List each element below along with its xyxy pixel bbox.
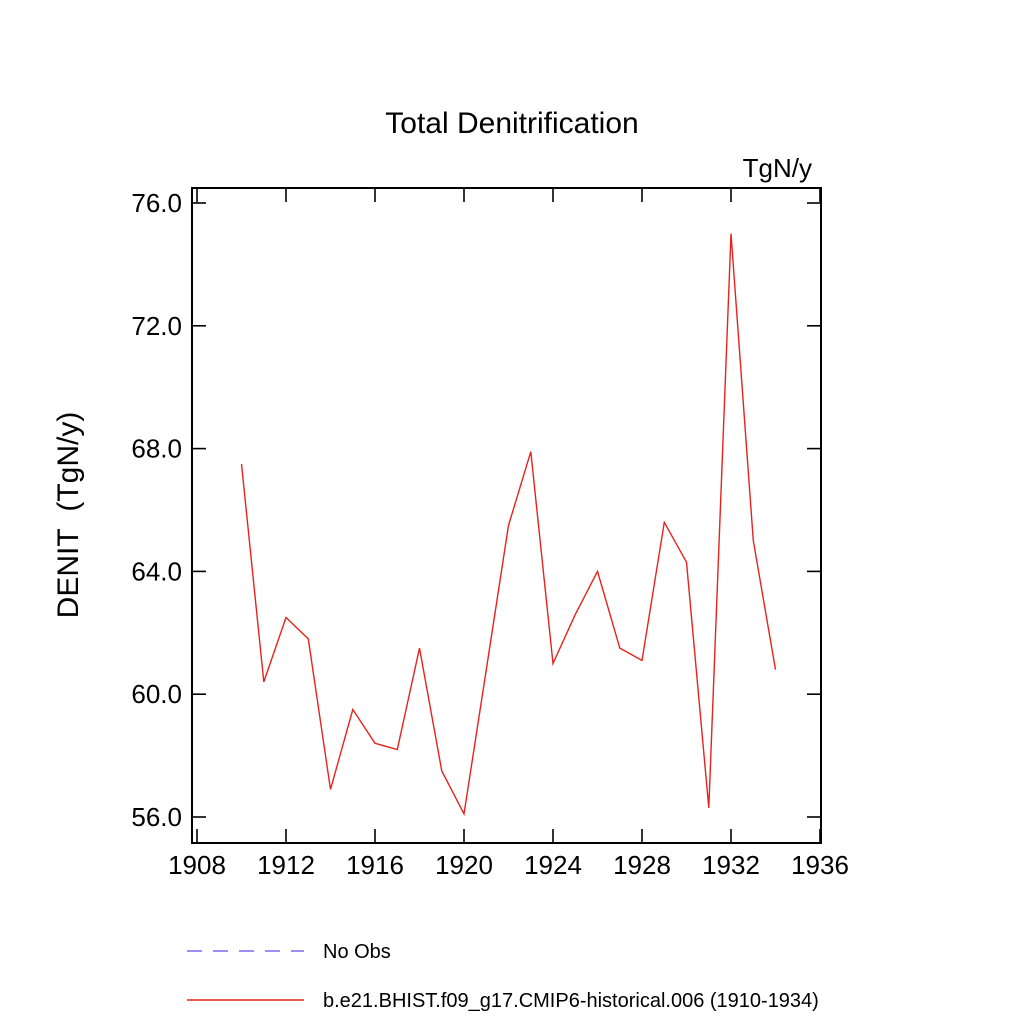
y-tick-label: 56.0 [131,802,182,832]
x-tick-label: 1908 [168,850,226,880]
y-axis-title: DENIT (TgN/y) [52,412,85,619]
y-tick-label: 76.0 [131,188,182,218]
x-tick-label: 1920 [435,850,493,880]
series-line [240,233,777,817]
legend: No Obs b.e21.BHIST.f09_g17.CMIP6-histori… [187,941,819,1012]
unit-label: TgN/y [743,153,812,183]
x-tick-label: 1928 [613,850,671,880]
y-tick-label: 60.0 [131,679,182,709]
y-tick-label: 64.0 [131,556,182,586]
x-tick-label: 1916 [346,850,404,880]
y-tick-label: 72.0 [131,311,182,341]
x-tick-label: 1936 [791,850,849,880]
x-tick-label: 1932 [702,850,760,880]
plot-frame [191,187,822,844]
plot-area: 1908 1912 1916 1920 1924 1928 1932 1936 56.0 60.0… [131,187,849,880]
y-tick-label: 68.0 [131,434,182,464]
legend-label-model: b.e21.BHIST.f09_g17.CMIP6-historical.006… [323,990,819,1012]
x-tick-label: 1912 [257,850,315,880]
x-tick-label: 1924 [524,850,582,880]
legend-label-no-obs: No Obs [323,941,391,963]
chart-title: Total Denitrification [385,107,638,140]
